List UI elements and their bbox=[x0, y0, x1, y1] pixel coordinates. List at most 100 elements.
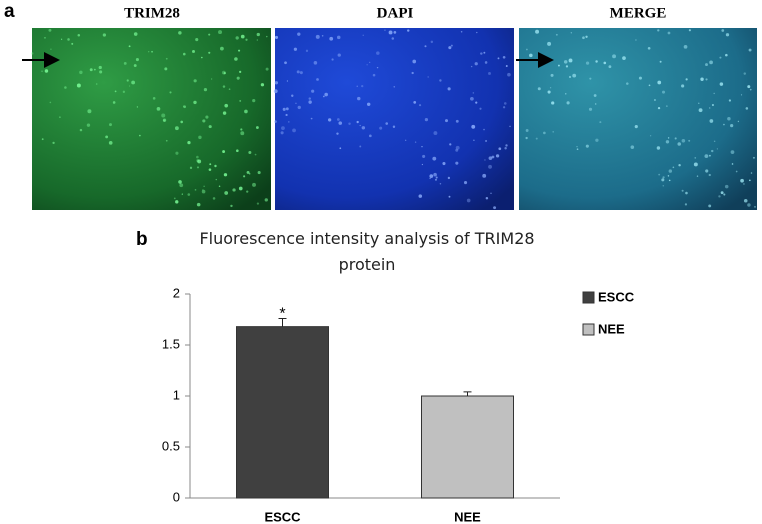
speckle bbox=[297, 105, 301, 110]
speckle bbox=[122, 90, 126, 93]
chart: 0 0.5 1 1.5 2 ESCC NEE ESCC NEE * bbox=[162, 285, 635, 524]
speckle bbox=[445, 119, 449, 123]
speckle bbox=[255, 126, 259, 129]
speckle bbox=[201, 189, 206, 194]
speckle bbox=[359, 124, 361, 127]
speckle bbox=[661, 178, 665, 182]
speckle bbox=[311, 89, 315, 93]
speckle bbox=[749, 88, 752, 91]
speckle bbox=[299, 71, 303, 75]
speckle bbox=[183, 105, 186, 109]
speckle bbox=[595, 60, 598, 63]
speckle bbox=[470, 96, 474, 101]
speckle bbox=[135, 58, 139, 62]
speckle bbox=[336, 35, 341, 40]
annotation: * bbox=[279, 306, 285, 323]
speckle bbox=[495, 154, 500, 158]
speckle bbox=[165, 57, 168, 60]
speckle bbox=[384, 29, 386, 31]
speckle bbox=[273, 89, 278, 94]
speckle bbox=[709, 119, 714, 123]
speckle bbox=[169, 91, 172, 94]
speckle bbox=[709, 60, 713, 65]
speckle bbox=[195, 38, 199, 42]
speckle bbox=[435, 176, 438, 179]
speckle bbox=[256, 32, 260, 37]
speckle bbox=[228, 88, 231, 90]
speckle bbox=[698, 102, 700, 104]
speckle bbox=[243, 175, 246, 178]
speckle bbox=[731, 163, 734, 165]
speckle bbox=[668, 169, 673, 173]
speckle bbox=[743, 72, 746, 75]
speckle bbox=[336, 132, 339, 135]
speckle bbox=[218, 185, 221, 187]
speckle bbox=[638, 76, 642, 80]
speckle bbox=[719, 82, 724, 86]
speckle bbox=[182, 52, 186, 56]
speckle bbox=[493, 206, 497, 210]
speckle bbox=[550, 73, 554, 77]
speckle bbox=[537, 87, 541, 91]
y-tick-label: 1 bbox=[173, 387, 180, 402]
speckle bbox=[672, 166, 675, 169]
speckle bbox=[463, 181, 468, 185]
speckle bbox=[483, 128, 485, 131]
speckle bbox=[179, 183, 184, 188]
speckle bbox=[716, 148, 719, 150]
speckle bbox=[369, 61, 371, 63]
speckle bbox=[315, 34, 320, 39]
speckle bbox=[128, 85, 131, 87]
speckle bbox=[565, 93, 567, 95]
speckle bbox=[109, 123, 112, 127]
speckle bbox=[31, 52, 34, 55]
speckle bbox=[543, 131, 546, 135]
speckle bbox=[376, 66, 379, 69]
speckle bbox=[681, 138, 686, 143]
speckle bbox=[418, 104, 422, 107]
speckle bbox=[667, 31, 671, 35]
speckle bbox=[711, 149, 714, 153]
image-label: DAPI bbox=[377, 5, 414, 21]
speckle bbox=[196, 166, 200, 169]
speckle bbox=[634, 125, 638, 129]
speckle bbox=[296, 70, 300, 74]
speckle bbox=[472, 92, 475, 94]
speckle bbox=[224, 191, 229, 195]
speckle bbox=[180, 120, 184, 124]
speckle bbox=[359, 145, 362, 148]
speckle bbox=[316, 78, 319, 81]
speckle bbox=[585, 144, 589, 148]
speckle bbox=[430, 40, 434, 44]
speckle bbox=[572, 73, 577, 78]
speckle bbox=[329, 36, 334, 41]
speckle bbox=[274, 81, 279, 85]
speckle bbox=[681, 84, 685, 88]
speckle bbox=[393, 86, 396, 88]
speckle bbox=[427, 76, 429, 78]
speckle bbox=[52, 141, 55, 145]
speckle bbox=[89, 68, 93, 72]
speckle bbox=[41, 70, 43, 73]
speckle bbox=[274, 120, 277, 123]
speckle bbox=[266, 35, 268, 38]
panel-label: b bbox=[136, 229, 148, 250]
speckle bbox=[323, 95, 325, 98]
speckle bbox=[412, 59, 417, 64]
speckle bbox=[725, 33, 730, 37]
speckle bbox=[133, 32, 138, 36]
y-tick-label: 0.5 bbox=[162, 438, 180, 453]
speckle bbox=[222, 111, 227, 115]
speckle bbox=[677, 142, 681, 146]
speckle bbox=[667, 175, 670, 177]
speckle bbox=[475, 101, 478, 104]
speckle bbox=[193, 79, 197, 83]
speckle bbox=[525, 136, 528, 140]
speckle bbox=[589, 77, 592, 80]
speckle bbox=[264, 198, 268, 202]
speckle bbox=[376, 51, 380, 55]
speckle bbox=[297, 32, 301, 36]
speckle bbox=[274, 35, 279, 39]
speckle bbox=[59, 116, 61, 118]
